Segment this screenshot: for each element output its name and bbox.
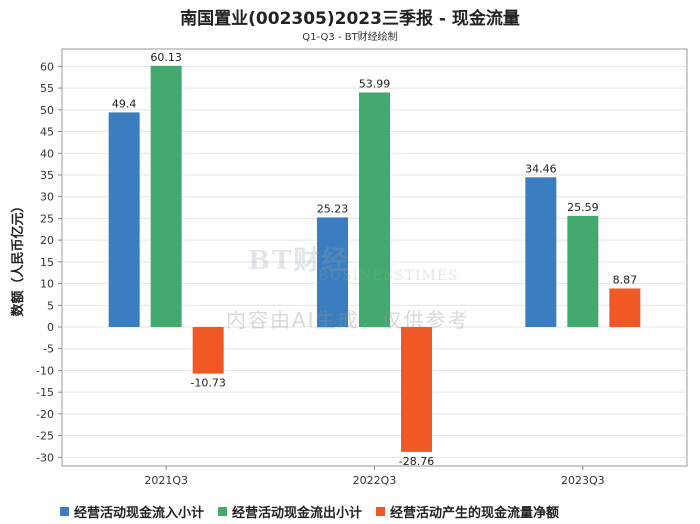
y-tick-label: 45	[40, 126, 54, 139]
y-tick-label: -30	[36, 451, 54, 464]
y-tick-label: 5	[47, 299, 54, 312]
y-tick-label: 0	[47, 321, 54, 334]
y-tick-label: 55	[40, 82, 54, 95]
bar	[525, 177, 557, 327]
data-label: -10.73	[190, 377, 225, 390]
y-tick-label: 30	[40, 191, 54, 204]
y-tick-label: -15	[36, 386, 54, 399]
legend-item: 经营活动现金流出小计	[218, 502, 362, 521]
watermark-logo-sub: BUSINESSTIMES	[318, 268, 459, 284]
legend-item: 经营活动现金流入小计	[60, 502, 204, 521]
y-tick-label: 35	[40, 169, 54, 182]
legend-swatch	[376, 507, 386, 516]
y-tick-label: 10	[40, 278, 54, 291]
data-label: 34.46	[525, 162, 557, 175]
legend: 经营活动现金流入小计 经营活动现金流出小计 经营活动产生的现金流量净额	[60, 502, 559, 521]
watermark-text: 内容由AI生成，仅供参考	[226, 308, 470, 332]
y-tick-label: 40	[40, 147, 54, 160]
legend-label: 经营活动产生的现金流量净额	[390, 506, 560, 521]
x-axis: 2021Q3 2022Q3 2023Q3	[144, 466, 605, 487]
bars	[108, 65, 641, 452]
legend-item: 经营活动产生的现金流量净额	[376, 502, 559, 521]
y-tick-label: 15	[40, 256, 54, 269]
data-label: 60.13	[150, 51, 182, 64]
chart-title: 南国置业(002305)2023三季报 - 现金流量	[180, 9, 520, 29]
data-labels: 49.4 60.13 -10.73 25.23 53.99 -28.76 34.46 25.5…	[112, 51, 637, 468]
bar	[359, 92, 390, 328]
data-label: 8.87	[613, 273, 638, 286]
bar	[317, 217, 348, 327]
legend-label: 经营活动现金流出小计	[232, 506, 363, 521]
y-tick-label: -20	[36, 408, 54, 421]
y-tick-label: -25	[36, 430, 54, 443]
y-axis: -30 -25 -20 -15 -10 -5 0 5 10 15 20 25 30 35 40 45 50 55 6…	[36, 60, 62, 464]
data-label: 49.4	[112, 97, 137, 110]
chart-subtitle: Q1-Q3 - BT财经绘制	[302, 32, 398, 43]
y-tick-label: -5	[43, 343, 54, 356]
legend-swatch	[218, 507, 228, 516]
bar	[150, 65, 182, 328]
y-tick-label: 20	[40, 234, 54, 247]
y-tick-label: 60	[40, 60, 54, 73]
data-label: 53.99	[359, 77, 391, 90]
x-tick-label: 2023Q3	[561, 474, 605, 487]
legend-label: 经营活动现金流入小计	[74, 506, 205, 521]
legend-swatch	[60, 507, 69, 516]
y-axis-label: 数额（人民币亿元）	[10, 199, 26, 316]
bar	[567, 215, 599, 327]
bar	[609, 288, 641, 327]
y-tick-label: 50	[40, 104, 54, 117]
bar	[192, 327, 224, 374]
y-tick-label: -10	[36, 364, 54, 377]
data-label: 25.23	[317, 202, 349, 215]
bar	[108, 112, 140, 327]
data-label: 25.59	[567, 201, 599, 214]
x-tick-label: 2022Q3	[353, 474, 397, 487]
data-label: -28.76	[399, 455, 434, 468]
y-tick-label: 25	[40, 212, 54, 225]
x-tick-label: 2021Q3	[144, 474, 188, 487]
watermark-logo: BT财经	[248, 246, 350, 276]
bar	[401, 327, 432, 452]
